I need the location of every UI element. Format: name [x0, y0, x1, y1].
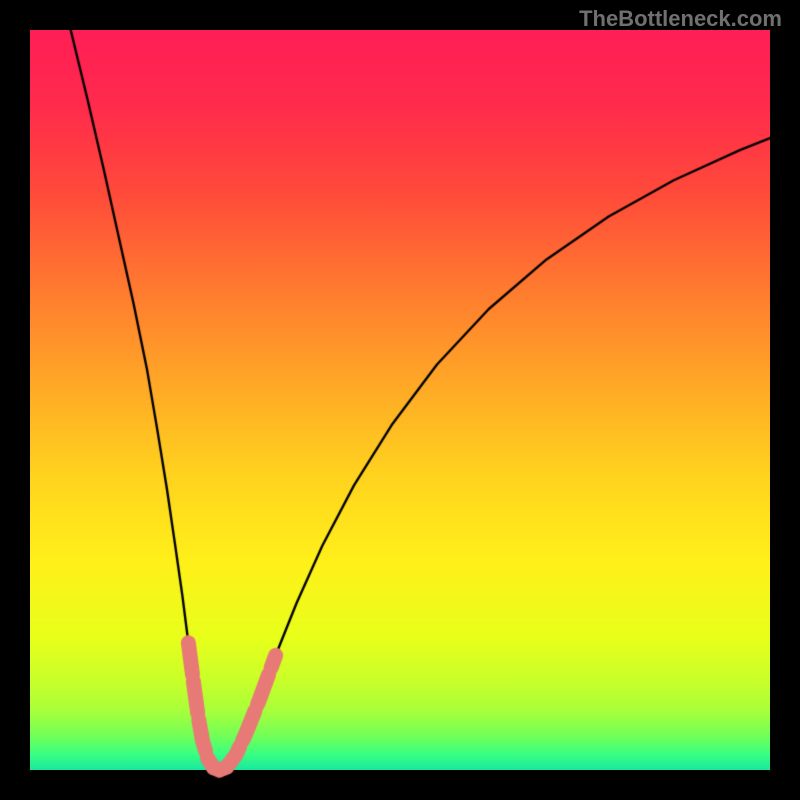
- chart-stage: TheBottleneck.com: [0, 0, 800, 800]
- watermark-text: TheBottleneck.com: [579, 6, 782, 32]
- bottleneck-curve-canvas: [0, 0, 800, 800]
